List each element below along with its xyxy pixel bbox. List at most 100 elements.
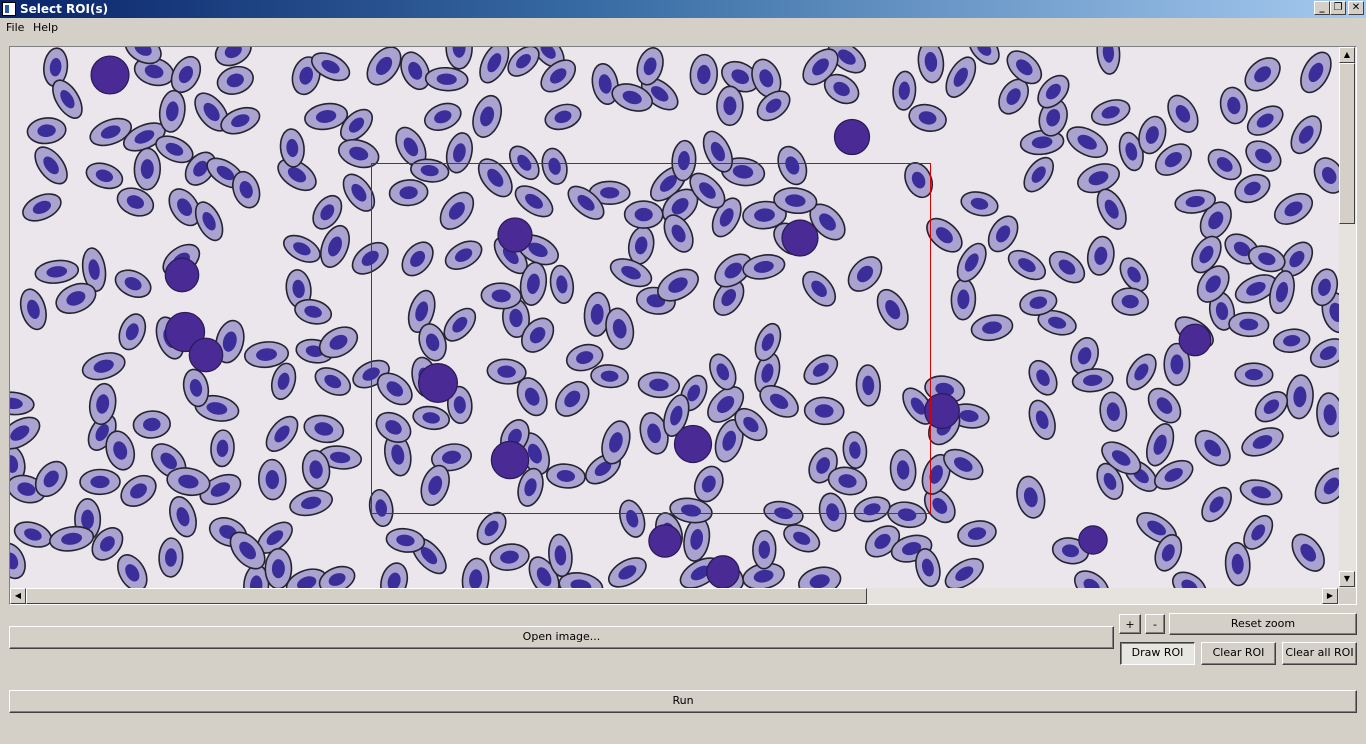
image-view[interactable]: ▲ ▼ ◀ ▶ <box>9 46 1357 605</box>
reset-zoom-button[interactable]: Reset zoom <box>1169 613 1357 635</box>
white-blood-cell <box>1178 323 1212 357</box>
clear-roi-button[interactable]: Clear ROI <box>1201 642 1276 665</box>
blood-cell <box>13 521 53 548</box>
scroll-down-button[interactable]: ▼ <box>1339 571 1355 587</box>
horizontal-scroll-thumb[interactable] <box>26 588 867 604</box>
blood-cell <box>565 343 604 372</box>
blood-cell <box>289 489 333 517</box>
blood-cell <box>1153 459 1194 490</box>
vertical-scroll-thumb[interactable] <box>1339 63 1355 224</box>
blood-cell <box>1118 131 1144 172</box>
blood-cell <box>756 90 791 122</box>
blood-cell <box>777 145 808 186</box>
blood-cell <box>1239 479 1283 506</box>
blood-cell <box>114 269 152 298</box>
blood-cell <box>548 533 573 578</box>
minimize-button[interactable]: _ <box>1314 1 1330 15</box>
window-title: Select ROI(s) <box>20 2 109 16</box>
menu-file[interactable]: File <box>6 21 25 34</box>
blood-cell <box>987 215 1019 253</box>
blood-cell <box>1086 235 1115 276</box>
blood-cell <box>712 279 745 316</box>
blood-cell <box>1006 50 1043 85</box>
blood-cell <box>10 416 41 450</box>
blood-cell <box>158 89 186 133</box>
blood-cell <box>1028 359 1058 396</box>
blood-cell <box>133 147 162 191</box>
blood-cell <box>540 59 577 93</box>
horizontal-scrollbar[interactable]: ◀ ▶ <box>10 588 1339 604</box>
blood-cell <box>639 412 669 455</box>
blood-cell <box>627 226 655 265</box>
blood-cell <box>970 314 1014 342</box>
blood-cell <box>477 158 513 198</box>
scroll-left-button[interactable]: ◀ <box>10 588 26 604</box>
blood-cell <box>168 188 201 227</box>
blood-cell <box>303 414 345 444</box>
blood-cell <box>1101 441 1142 475</box>
blood-cell <box>798 566 842 588</box>
blood-cell <box>81 352 126 381</box>
blood-cell <box>279 128 305 168</box>
blood-cell <box>1228 311 1270 338</box>
blood-cell <box>609 258 653 288</box>
blood-cell <box>827 47 867 74</box>
blood-cell <box>773 187 818 215</box>
blood-cell <box>663 394 690 437</box>
blood-cell <box>689 53 719 96</box>
menu-help[interactable]: Help <box>33 21 59 34</box>
blood-cell <box>802 48 839 86</box>
open-image-button[interactable]: Open image... <box>9 626 1114 649</box>
zoom-in-button[interactable]: + <box>1119 614 1141 634</box>
blood-cell <box>1191 235 1222 274</box>
blood-cell <box>1171 571 1207 588</box>
blood-cell <box>923 488 956 524</box>
blood-cell <box>742 200 787 230</box>
run-button[interactable]: Run <box>9 690 1357 713</box>
scrollbar-corner <box>1339 588 1356 604</box>
blood-cell <box>282 234 321 263</box>
blood-cell <box>1147 387 1182 424</box>
vertical-scrollbar[interactable]: ▲ ▼ <box>1339 47 1356 588</box>
blood-cell <box>588 180 631 206</box>
blood-cell <box>1207 148 1242 181</box>
blood-cell <box>956 242 987 283</box>
blood-cell <box>623 200 664 229</box>
blood-cell <box>318 326 359 359</box>
blood-cell <box>1154 534 1183 572</box>
blood-cell <box>420 464 450 507</box>
roi-rectangle[interactable] <box>371 163 931 514</box>
blood-cell <box>1310 268 1339 307</box>
close-button[interactable]: ✕ <box>1348 1 1364 15</box>
blood-cell <box>375 411 412 443</box>
blood-cell <box>1037 309 1077 336</box>
blood-cell <box>116 187 155 217</box>
blood-cell <box>702 130 734 173</box>
blood-cell <box>1241 427 1284 457</box>
blood-cell <box>446 385 473 425</box>
blood-cell <box>950 278 977 321</box>
white-blood-cell <box>417 362 459 404</box>
white-blood-cell <box>164 257 200 293</box>
blood-cell <box>461 557 490 588</box>
blood-cell <box>1111 287 1149 316</box>
blood-cell <box>257 458 287 501</box>
blood-cell <box>351 241 389 275</box>
maximize-button[interactable]: ❐ <box>1330 1 1346 15</box>
blood-cell <box>169 496 197 538</box>
blood-cell <box>1201 486 1232 523</box>
blood-cell <box>265 415 299 453</box>
white-blood-cell <box>1078 525 1108 555</box>
scroll-up-button[interactable]: ▲ <box>1339 47 1355 63</box>
blood-cell <box>545 463 586 489</box>
scroll-right-button[interactable]: ▶ <box>1322 588 1338 604</box>
blood-cell <box>783 524 821 553</box>
blood-cell <box>52 79 83 119</box>
zoom-out-button[interactable]: - <box>1145 614 1165 634</box>
draw-roi-button[interactable]: Draw ROI <box>1120 642 1195 665</box>
clear-all-roi-button[interactable]: Clear all ROI <box>1282 642 1357 665</box>
blood-cell <box>314 367 352 396</box>
blood-cell <box>264 547 293 588</box>
blood-cell <box>558 572 604 588</box>
blood-cell <box>1167 94 1199 133</box>
